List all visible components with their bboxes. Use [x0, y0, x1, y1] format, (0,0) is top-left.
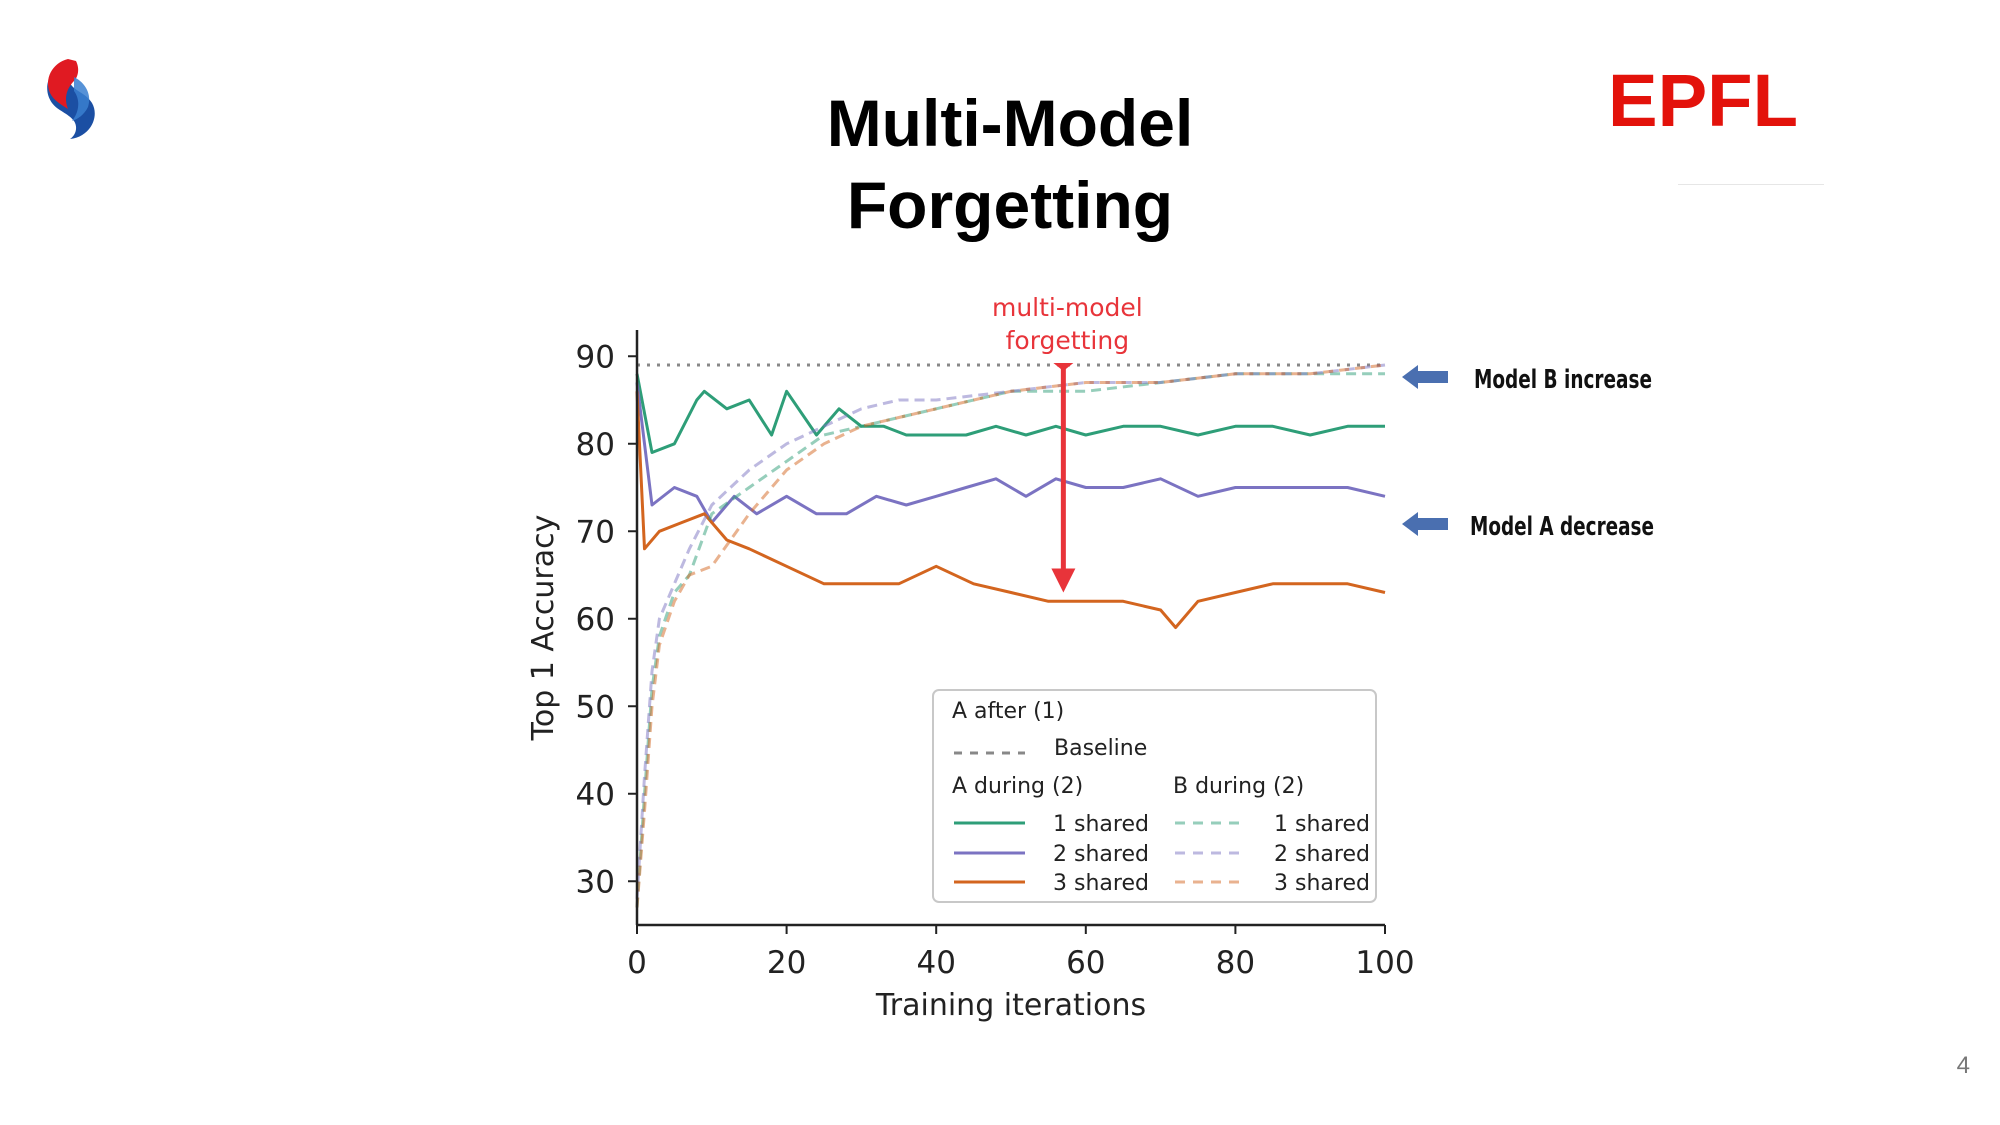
title-line-2: Forgetting: [846, 168, 1174, 242]
x-tick-label-100: 100: [1355, 945, 1414, 981]
legend-b-label-3: 3 shared: [1274, 871, 1370, 896]
forgetting-arrow-top: [1053, 363, 1074, 371]
title-line-1: Multi-Model: [826, 86, 1194, 160]
forgetting-arrow-head: [1051, 568, 1076, 593]
epfl-logo: EPFL: [1608, 59, 1800, 142]
series-line-1: [635, 373, 1385, 454]
legend-b-label-1: 1 shared: [1274, 812, 1370, 837]
slide-title: Multi-Model Forgetting: [700, 82, 1320, 246]
axes: 30 40 50 60 70 80 90 0 20 40 60 80 100 Training itera…: [526, 330, 1415, 1023]
legend-baseline-label: Baseline: [1054, 736, 1147, 761]
model-b-arrow: [1402, 365, 1448, 389]
series-line-6: [635, 363, 1386, 908]
series-line-5: [635, 363, 1386, 899]
legend-col-b-title: B during (2): [1173, 774, 1304, 799]
logo-divider: [1678, 184, 1824, 185]
x-tick-label-0: 0: [627, 945, 647, 981]
x-tick-label-80: 80: [1216, 945, 1255, 981]
legend-b-label-2: 2 shared: [1274, 842, 1370, 867]
page-number: 4: [1956, 1052, 1970, 1079]
y-tick-label-60: 60: [576, 602, 615, 638]
y-tick-label-80: 80: [576, 427, 615, 463]
x-tick-label-40: 40: [916, 945, 955, 981]
x-tick-label-60: 60: [1066, 945, 1105, 981]
y-axis-label: Top 1 Accuracy: [526, 515, 561, 742]
x-tick-label-20: 20: [767, 945, 806, 981]
y-tick-label-40: 40: [576, 777, 615, 813]
model-a-callout: Model A decrease: [1470, 512, 1654, 542]
legend-title-after: A after (1): [952, 699, 1064, 724]
x-axis-label: Training iterations: [875, 988, 1146, 1023]
legend-a-label-1: 1 shared: [1053, 812, 1149, 837]
legend: A after (1) Baseline A during (2) B during …: [932, 689, 1377, 903]
y-tick-label-90: 90: [576, 339, 615, 375]
series-line-2: [635, 382, 1386, 524]
forgetting-label-line-2: forgetting: [1006, 326, 1129, 355]
y-tick-label-30: 30: [576, 864, 615, 900]
forgetting-label-line-1: multi-model: [992, 293, 1143, 322]
y-tick-label-70: 70: [576, 514, 615, 550]
legend-a-label-2: 2 shared: [1053, 842, 1149, 867]
plot-area: [635, 363, 1386, 908]
model-b-callout: Model B increase: [1474, 365, 1652, 395]
legend-box: [932, 689, 1377, 903]
series-line-3: [635, 391, 1386, 629]
swisscom-logo: [38, 55, 104, 139]
legend-a-label-3: 3 shared: [1053, 871, 1149, 896]
legend-col-a-title: A during (2): [952, 774, 1083, 799]
model-a-arrow: [1402, 512, 1448, 536]
y-tick-label-50: 50: [576, 689, 615, 725]
epfl-logo-text: EPFL: [1608, 68, 1798, 130]
annotations: multi-model forgetting Model B increase Mod…: [992, 293, 1654, 593]
